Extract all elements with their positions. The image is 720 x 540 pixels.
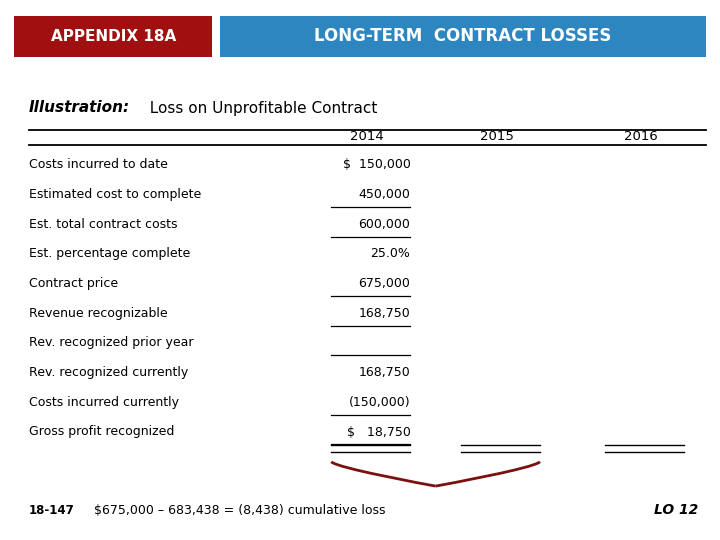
Text: $675,000 – 683,438 = (8,438) cumulative loss: $675,000 – 683,438 = (8,438) cumulative … — [94, 504, 385, 517]
Text: Rev. recognized prior year: Rev. recognized prior year — [29, 336, 193, 349]
Text: Estimated cost to complete: Estimated cost to complete — [29, 188, 201, 201]
Text: $   18,750: $ 18,750 — [346, 426, 410, 438]
Text: Loss on Unprofitable Contract: Loss on Unprofitable Contract — [140, 100, 378, 116]
Text: 600,000: 600,000 — [359, 218, 410, 231]
Text: 2015: 2015 — [480, 130, 514, 143]
Text: LONG-TERM  CONTRACT LOSSES: LONG-TERM CONTRACT LOSSES — [314, 28, 611, 45]
Text: Est. percentage complete: Est. percentage complete — [29, 247, 190, 260]
Text: 450,000: 450,000 — [359, 188, 410, 201]
Text: Costs incurred to date: Costs incurred to date — [29, 158, 168, 171]
Text: 2014: 2014 — [351, 130, 384, 143]
FancyBboxPatch shape — [220, 16, 706, 57]
Text: Rev. recognized currently: Rev. recognized currently — [29, 366, 188, 379]
Text: Costs incurred currently: Costs incurred currently — [29, 396, 179, 409]
Text: Est. total contract costs: Est. total contract costs — [29, 218, 177, 231]
Text: 25.0%: 25.0% — [371, 247, 410, 260]
Text: Revenue recognizable: Revenue recognizable — [29, 307, 168, 320]
Text: 675,000: 675,000 — [359, 277, 410, 290]
Text: 168,750: 168,750 — [359, 366, 410, 379]
Text: Illustration:: Illustration: — [29, 100, 130, 116]
FancyBboxPatch shape — [14, 16, 212, 57]
Text: Gross profit recognized: Gross profit recognized — [29, 426, 174, 438]
Text: APPENDIX 18A: APPENDIX 18A — [51, 29, 176, 44]
Text: 168,750: 168,750 — [359, 307, 410, 320]
Text: $  150,000: $ 150,000 — [343, 158, 410, 171]
Text: (150,000): (150,000) — [348, 396, 410, 409]
Text: 2016: 2016 — [624, 130, 657, 143]
Text: 18-147: 18-147 — [29, 504, 75, 517]
Text: LO 12: LO 12 — [654, 503, 698, 517]
Text: Contract price: Contract price — [29, 277, 118, 290]
